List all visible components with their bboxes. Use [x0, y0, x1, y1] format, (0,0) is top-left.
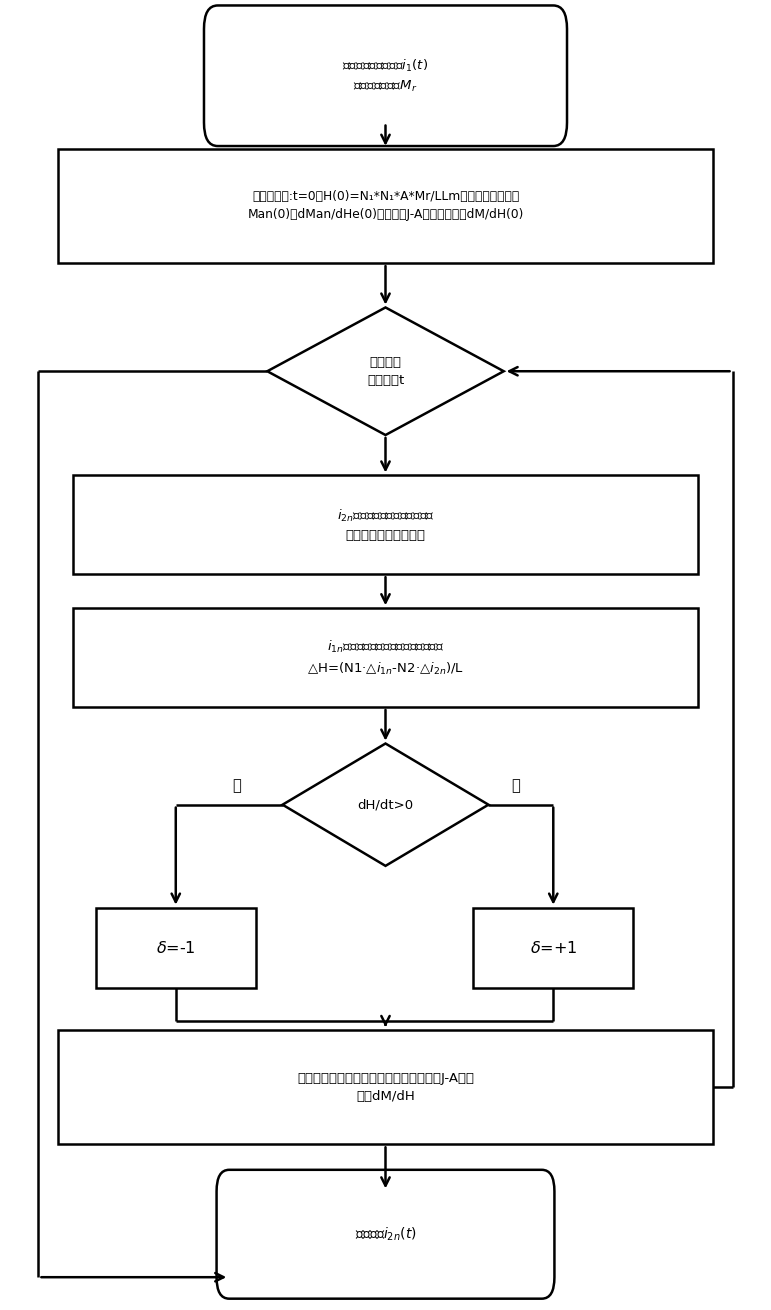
FancyBboxPatch shape: [217, 1170, 554, 1298]
Text: 是否到达
结束时间t: 是否到达 结束时间t: [367, 356, 404, 386]
Polygon shape: [268, 308, 503, 435]
Bar: [58, 148, 713, 263]
Text: 不同频率的一次电流$i_1(t)$
电流互感器剩磁$M_r$: 不同频率的一次电流$i_1(t)$ 电流互感器剩磁$M_r$: [342, 58, 429, 94]
Text: $\delta$=-1: $\delta$=-1: [156, 939, 196, 956]
Bar: [72, 476, 699, 574]
Text: $\delta$=+1: $\delta$=+1: [530, 939, 577, 956]
FancyBboxPatch shape: [204, 5, 567, 145]
Bar: [96, 908, 256, 988]
Bar: [473, 908, 633, 988]
Text: 是: 是: [510, 778, 520, 793]
Text: dH/dt>0: dH/dt>0: [358, 798, 413, 811]
Text: $i_{1n}$下一时刻值已知，励磁电流下一时
△H=(N1·△$i_{1n}$-N2·△$i_{2n}$)/L: $i_{1n}$下一时刻值已知，励磁电流下一时 △H=(N1·△$i_{1n}$…: [307, 638, 464, 677]
Text: 二次电流$i_{2n}(t)$: 二次电流$i_{2n}(t)$: [355, 1226, 416, 1243]
Bar: [58, 1030, 713, 1145]
Text: 否: 否: [232, 778, 241, 793]
Bar: [72, 608, 699, 707]
Text: 模型初始化:t=0、H(0)=N₁*N₁*A*Mr/LLm、郎之万函数计算
Man(0)、dMan/dHe(0)、改进的J-A微分方程计算dM/dH(0): 模型初始化:t=0、H(0)=N₁*N₁*A*Mr/LLm、郎之万函数计算 Ma…: [247, 190, 524, 221]
Text: 利用矩形数值积分法求下一时刻基于改进J-A磁滞
模型dM/dH: 利用矩形数值积分法求下一时刻基于改进J-A磁滞 模型dM/dH: [297, 1072, 474, 1103]
Polygon shape: [282, 744, 489, 866]
Text: $i_{2n}$下一时刻由本本时刻电流经
二次电流递推模型计算: $i_{2n}$下一时刻由本本时刻电流经 二次电流递推模型计算: [337, 508, 434, 542]
